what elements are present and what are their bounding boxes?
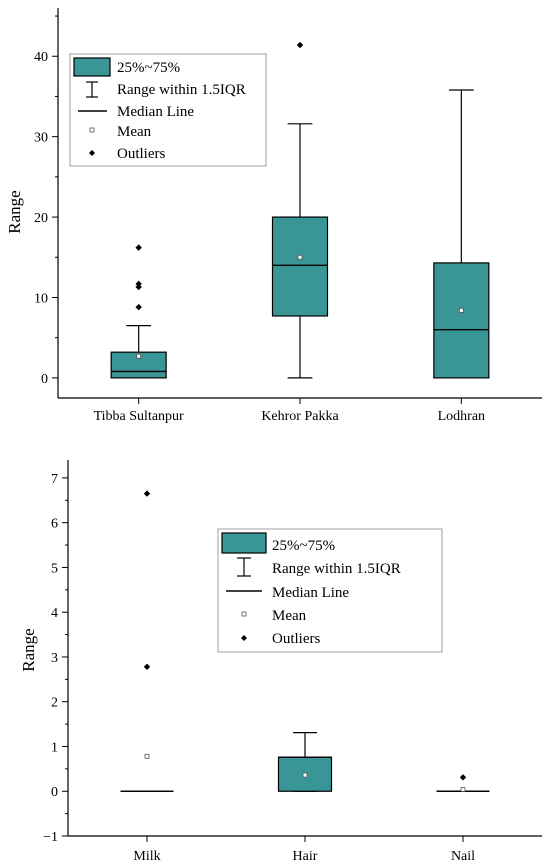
y-tick-label: 1 — [51, 740, 58, 755]
legend: 25%~75% Range within 1.5IQR Median Line … — [69, 53, 267, 167]
legend-box-label: 25%~75% — [117, 60, 180, 76]
outlier-point — [135, 303, 142, 311]
plot-area: 0 10 20 30 40 Tibba Sultanpur Kehror Pakka Lodh… — [34, 8, 542, 424]
outlier-point — [135, 283, 142, 291]
y-tick-label: 5 — [51, 561, 58, 576]
chart-top: Range 0 10 20 30 40 Tibba Sultanpur Kehror Pak… — [5, 8, 542, 424]
y-tick-label: 10 — [34, 291, 48, 306]
legend-box-label: 25%~75% — [272, 538, 335, 554]
mean-marker — [297, 254, 303, 260]
legend-box-swatch — [73, 57, 111, 77]
x-category-label: Milk — [133, 849, 160, 864]
iqr-box — [433, 262, 490, 379]
legend-mean-symbol — [89, 127, 95, 133]
x-category-label: Nail — [451, 849, 475, 864]
y-axis-label: Range — [19, 628, 38, 671]
y-tick-label: 3 — [51, 651, 58, 666]
plot-area: −1 0 1 2 3 4 5 6 7 Milk Hair Nail — [43, 460, 542, 864]
iqr-box — [271, 216, 329, 317]
outlier-point — [296, 41, 304, 49]
x-category-label: Tibba Sultanpur — [94, 409, 184, 424]
outlier-point — [135, 244, 142, 251]
chart-bottom: Range −1 0 1 2 3 4 5 6 7 Milk Hair Nail 25%~75% Ran… — [19, 460, 542, 864]
y-tick-label: 4 — [51, 606, 58, 621]
x-category-label: Hair — [293, 849, 318, 864]
y-tick-label: 2 — [51, 696, 58, 711]
y-tick-label: 40 — [34, 50, 48, 65]
y-tick-label: 6 — [51, 517, 58, 532]
y-tick-label: −1 — [43, 830, 58, 845]
mean-marker — [144, 753, 150, 759]
outlier-point — [143, 663, 151, 670]
legend-median-label: Median Line — [272, 585, 349, 601]
outlier-point — [459, 774, 467, 781]
y-axis-label: Range — [5, 190, 24, 233]
outlier-point — [143, 490, 151, 497]
legend-box-swatch — [221, 532, 267, 554]
legend-whisker-symbol — [86, 81, 98, 98]
mean-marker — [302, 772, 308, 778]
y-tick-label: 0 — [51, 785, 58, 800]
mean-marker — [136, 353, 142, 359]
x-category-label: Kehror Pakka — [261, 409, 339, 424]
legend: 25%~75% Range within 1.5IQR Median Line … — [217, 528, 443, 653]
mean-marker — [460, 787, 466, 792]
y-tick-label: 20 — [34, 211, 48, 226]
legend-mean-label: Mean — [272, 608, 307, 624]
legend-outlier-label: Outliers — [272, 631, 320, 647]
legend-whisker-label: Range within 1.5IQR — [117, 82, 246, 98]
mean-marker — [458, 307, 464, 313]
legend-outlier-label: Outliers — [117, 146, 165, 162]
legend-whisker-label: Range within 1.5IQR — [272, 561, 401, 577]
outlier-point — [135, 280, 142, 288]
x-category-label: Lodhran — [438, 409, 485, 424]
legend-median-label: Median Line — [117, 104, 194, 120]
y-tick-label: 0 — [41, 372, 48, 387]
legend-mean-symbol — [241, 611, 247, 617]
y-tick-label: 7 — [51, 472, 58, 487]
legend-outlier-symbol — [89, 150, 95, 156]
legend-whisker-symbol — [237, 557, 251, 577]
legend-mean-label: Mean — [117, 124, 152, 140]
legend-outlier-symbol — [241, 635, 247, 641]
y-tick-label: 30 — [34, 131, 48, 146]
